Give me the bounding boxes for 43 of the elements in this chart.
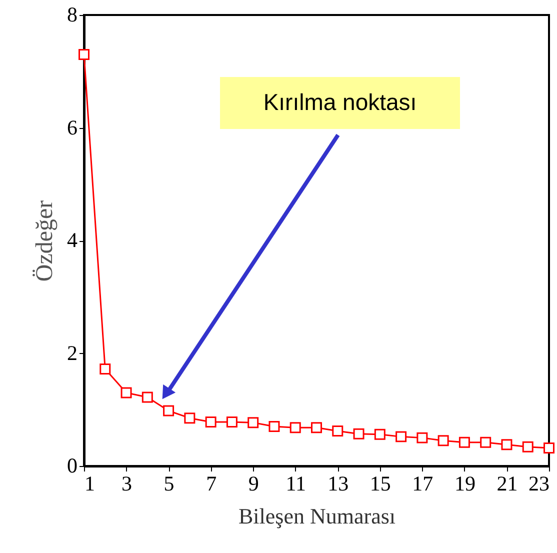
x-axis-title: Bileşen Numarası <box>238 504 396 528</box>
y-tick-label: 4 <box>67 228 78 252</box>
point <box>100 364 111 375</box>
point <box>163 405 174 416</box>
x-tick-label: 17 <box>412 472 434 496</box>
point <box>205 416 216 428</box>
y-axis-title: Özdeğer <box>32 200 58 282</box>
point <box>226 416 238 428</box>
y-tick-label: 0 <box>67 454 78 478</box>
x-tick-label: 7 <box>206 472 217 496</box>
annotation: Kırılma noktası <box>263 89 417 115</box>
y-tick-label: 8 <box>67 2 78 26</box>
x-tick-label: 3 <box>122 472 132 496</box>
x-tick-label: 19 <box>454 472 476 496</box>
point <box>142 392 153 403</box>
point <box>522 441 534 452</box>
x-tick-label: 23 <box>528 472 550 496</box>
point <box>120 387 132 398</box>
point <box>268 421 280 432</box>
point <box>544 442 554 454</box>
x-tick-label: 9 <box>248 472 259 496</box>
point <box>353 428 364 440</box>
point <box>480 436 492 448</box>
point <box>78 48 90 60</box>
x-tick-label: 13 <box>328 472 349 496</box>
point <box>184 412 196 424</box>
x-tick-label: 21 <box>496 472 518 496</box>
point <box>458 436 470 448</box>
x-tick-label: 11 <box>286 472 306 496</box>
x-tick-label: 15 <box>370 472 391 496</box>
point <box>290 422 301 434</box>
point <box>311 422 322 434</box>
y-tick-label: 2 <box>67 340 78 365</box>
point <box>332 426 344 437</box>
x-tick-label: 5 <box>164 472 174 496</box>
x-tick-label: 1 <box>84 472 95 496</box>
point <box>248 417 259 428</box>
point <box>374 428 386 440</box>
point <box>416 432 428 444</box>
y-tick-label: 6 <box>67 115 78 140</box>
point <box>438 435 449 446</box>
point <box>501 439 512 450</box>
point <box>396 431 407 442</box>
